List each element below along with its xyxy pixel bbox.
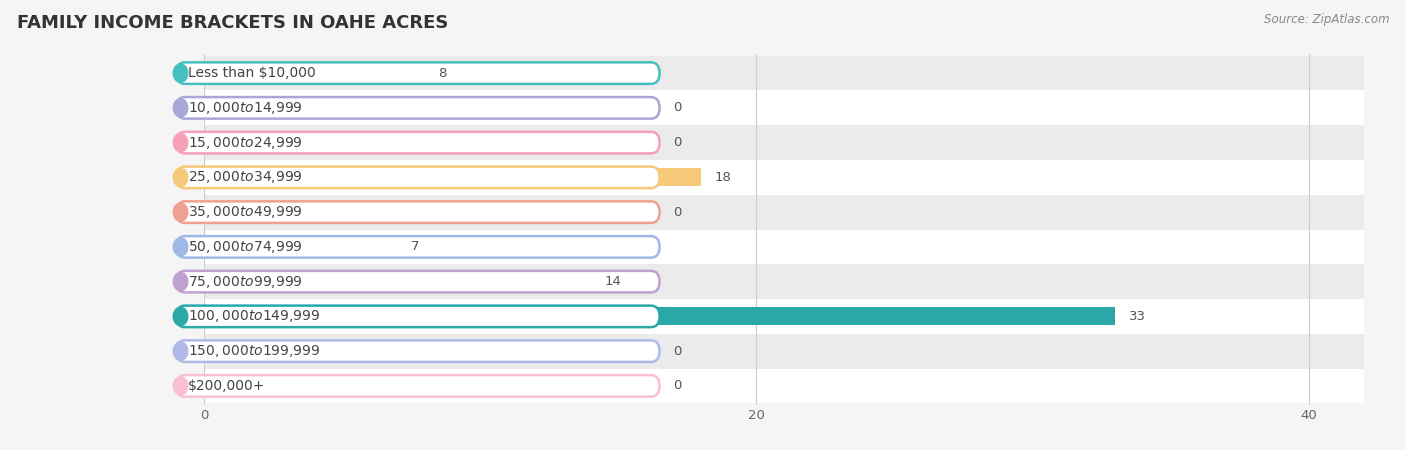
Circle shape — [173, 203, 188, 221]
Bar — [149, 90, 1406, 125]
Bar — [204, 238, 398, 256]
Text: $10,000 to $14,999: $10,000 to $14,999 — [188, 100, 304, 116]
Text: $100,000 to $149,999: $100,000 to $149,999 — [188, 308, 321, 324]
FancyBboxPatch shape — [176, 201, 659, 223]
Bar — [204, 168, 702, 186]
Circle shape — [173, 64, 188, 82]
Bar — [149, 264, 1406, 299]
Text: $35,000 to $49,999: $35,000 to $49,999 — [188, 204, 304, 220]
Bar — [149, 369, 1406, 403]
Text: $150,000 to $199,999: $150,000 to $199,999 — [188, 343, 321, 359]
Circle shape — [173, 134, 188, 152]
FancyBboxPatch shape — [176, 63, 659, 84]
Text: Less than $10,000: Less than $10,000 — [188, 66, 316, 80]
Text: 0: 0 — [673, 206, 682, 219]
Text: 8: 8 — [439, 67, 447, 80]
Bar — [149, 334, 1406, 369]
Bar — [149, 230, 1406, 264]
Bar — [149, 299, 1406, 334]
Bar — [204, 273, 591, 291]
FancyBboxPatch shape — [176, 132, 659, 153]
Text: 0: 0 — [673, 345, 682, 358]
Circle shape — [173, 168, 188, 187]
FancyBboxPatch shape — [176, 236, 659, 258]
Bar — [149, 160, 1406, 195]
Text: FAMILY INCOME BRACKETS IN OAHE ACRES: FAMILY INCOME BRACKETS IN OAHE ACRES — [17, 14, 449, 32]
Bar — [204, 64, 425, 82]
Text: 0: 0 — [673, 136, 682, 149]
Text: Source: ZipAtlas.com: Source: ZipAtlas.com — [1264, 14, 1389, 27]
Text: $50,000 to $74,999: $50,000 to $74,999 — [188, 239, 304, 255]
Text: 0: 0 — [673, 101, 682, 114]
Circle shape — [173, 99, 188, 117]
Text: $15,000 to $24,999: $15,000 to $24,999 — [188, 135, 304, 151]
FancyBboxPatch shape — [176, 271, 659, 292]
Circle shape — [173, 238, 188, 256]
Bar — [149, 125, 1406, 160]
Bar — [204, 307, 1115, 325]
Circle shape — [173, 307, 188, 325]
Bar — [149, 56, 1406, 90]
Circle shape — [173, 272, 188, 291]
Text: 7: 7 — [411, 240, 419, 253]
FancyBboxPatch shape — [176, 340, 659, 362]
Text: $25,000 to $34,999: $25,000 to $34,999 — [188, 169, 304, 185]
Text: 0: 0 — [673, 379, 682, 392]
Bar — [149, 195, 1406, 230]
FancyBboxPatch shape — [176, 166, 659, 188]
FancyBboxPatch shape — [176, 306, 659, 327]
Text: $75,000 to $99,999: $75,000 to $99,999 — [188, 274, 304, 290]
Text: $200,000+: $200,000+ — [188, 379, 266, 393]
Text: 33: 33 — [1129, 310, 1146, 323]
Text: 18: 18 — [714, 171, 731, 184]
FancyBboxPatch shape — [176, 375, 659, 396]
Circle shape — [173, 377, 188, 395]
FancyBboxPatch shape — [176, 97, 659, 119]
Circle shape — [173, 342, 188, 360]
Text: 14: 14 — [605, 275, 621, 288]
